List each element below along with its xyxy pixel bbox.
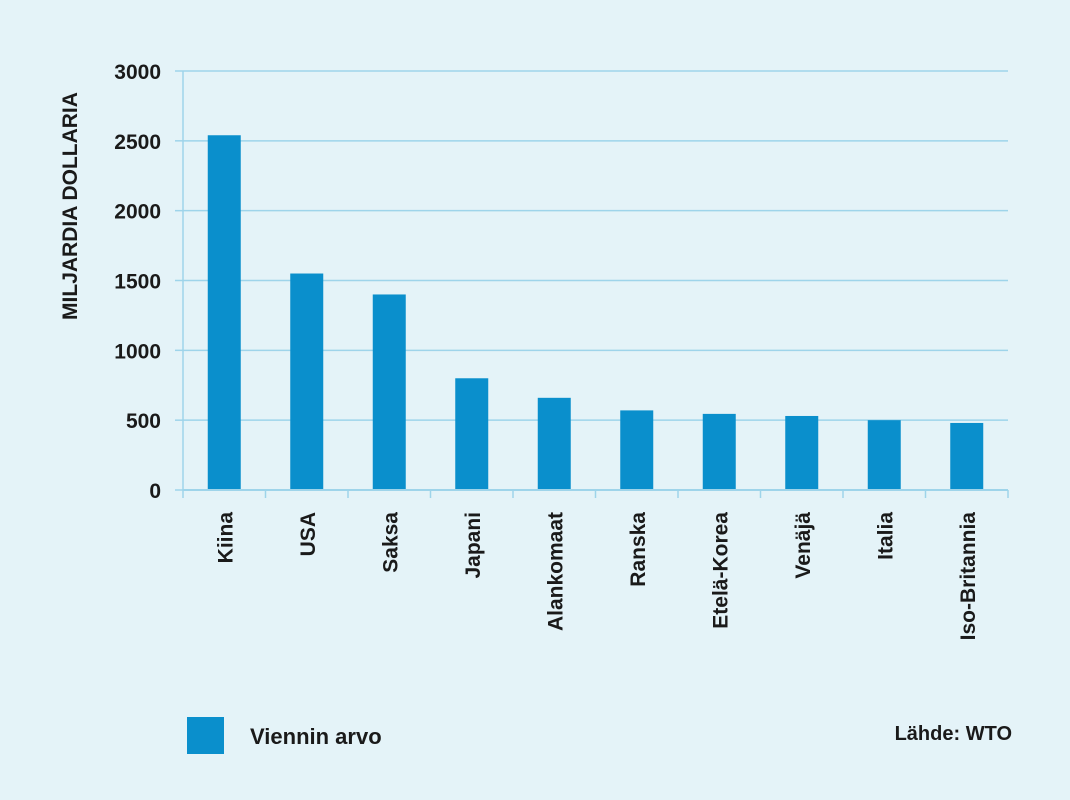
y-tick-label: 2500	[114, 131, 161, 154]
x-tick-label: Italia	[874, 512, 897, 560]
y-tick-label: 2000	[114, 201, 161, 224]
bar	[620, 410, 654, 490]
labels: 0 500 1000 1500 2000 2500 3000 Kiina USA Saksa Jap…	[114, 61, 979, 640]
x-tick-label: Ranska	[627, 512, 650, 587]
x-tick-label: Alankomaat	[544, 512, 567, 631]
x-tick-label: Iso-Britannia	[957, 512, 980, 641]
bar	[207, 135, 241, 490]
x-tick-label: Japani	[462, 512, 485, 579]
legend-label: Viennin arvo	[250, 724, 382, 749]
legend-swatch	[187, 717, 224, 754]
x-tick-label: USA	[297, 512, 320, 556]
y-axis-label: MILJARDIA DOLLARIA	[59, 92, 82, 320]
bar	[372, 294, 406, 490]
source-label: Lähde: WTO	[895, 723, 1012, 745]
x-tick-label: Kiina	[214, 512, 237, 564]
y-tick-label: 1000	[114, 340, 161, 363]
x-tick-label: Venäjä	[792, 512, 815, 579]
bar	[455, 378, 489, 490]
bar	[290, 273, 324, 490]
bars	[207, 135, 984, 490]
y-tick-label: 500	[126, 410, 161, 433]
bar	[785, 415, 819, 490]
bar	[702, 413, 736, 490]
x-tick-label: Etelä-Korea	[709, 512, 732, 629]
y-tick-label: 1500	[114, 271, 161, 294]
bar	[537, 397, 571, 490]
bar	[950, 422, 984, 490]
bar	[867, 420, 901, 490]
axes	[175, 70, 1009, 498]
y-tick-label: 3000	[114, 61, 161, 84]
x-tick-label: Saksa	[379, 512, 402, 573]
y-tick-label: 0	[149, 480, 161, 503]
legend: Viennin arvo	[187, 717, 382, 754]
